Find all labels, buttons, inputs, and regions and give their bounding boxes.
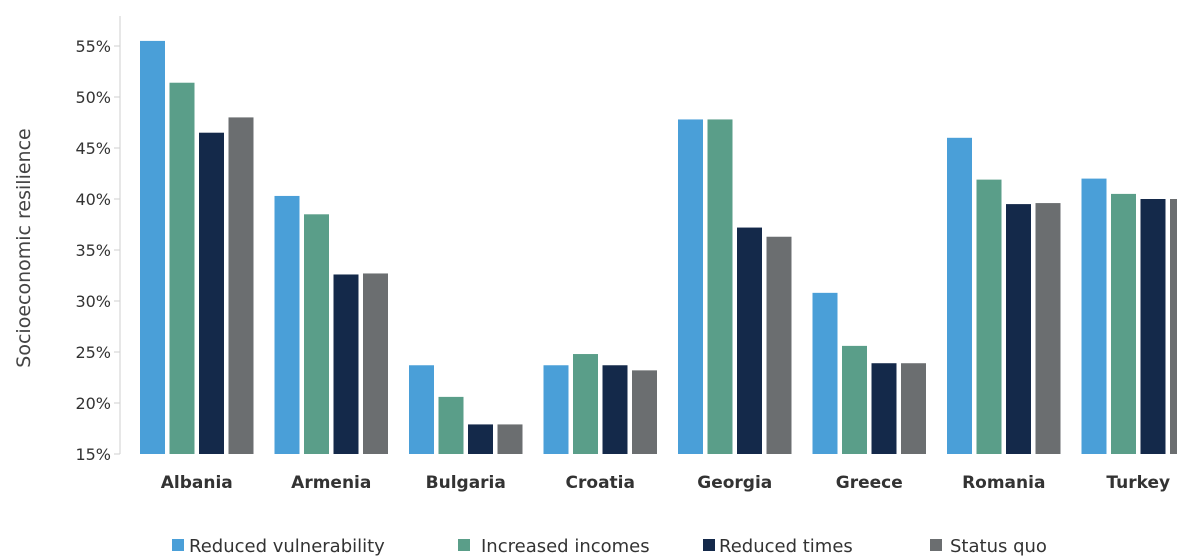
bar-bulgaria-reduced-times [468, 424, 493, 454]
y-tick-label: 40% [75, 190, 111, 209]
bar-turkey-reduced-vulnerability [1081, 178, 1107, 454]
x-tick-label: Romania [962, 473, 1045, 493]
bar-greece-increased-incomes [842, 345, 867, 454]
bar-albania-status-quo [228, 117, 254, 455]
bar-armenia-increased-incomes [304, 214, 329, 454]
bar-romania-reduced-times [1006, 204, 1031, 454]
y-axis-title: Socioeconomic resilience [13, 128, 35, 367]
x-tick-label: Bulgaria [426, 473, 506, 493]
y-tick-label: 20% [75, 394, 111, 413]
bar-croatia-status-quo [632, 370, 657, 454]
legend-swatch [930, 539, 942, 551]
y-tick-label: 15% [75, 445, 111, 464]
bar-romania-status-quo [1035, 203, 1061, 454]
legend-label: Status quo [950, 536, 1047, 557]
legend-label: Reduced vulnerability [189, 536, 385, 557]
bar-albania-increased-incomes [169, 82, 195, 454]
bar-turkey-increased-incomes [1111, 193, 1136, 454]
y-tick-label: 35% [75, 241, 111, 260]
x-tick-label: Greece [836, 473, 903, 493]
y-tick-label: 25% [75, 343, 111, 362]
bar-albania-reduced-times [199, 132, 224, 454]
bar-croatia-reduced-vulnerability [543, 365, 569, 454]
bar-armenia-reduced-vulnerability [274, 195, 300, 454]
legend-swatch [458, 539, 470, 551]
y-axis: 15% 20% 25% 30% 35% 40% 45% 50% 55% [75, 16, 121, 464]
y-tick-label: 30% [75, 292, 111, 311]
bar-albania-reduced-vulnerability [140, 40, 165, 455]
bar-romania-reduced-vulnerability [947, 137, 972, 455]
bar-greece-reduced-vulnerability [812, 292, 838, 454]
bar-bulgaria-status-quo [497, 424, 523, 454]
bars [140, 40, 1177, 455]
legend-label: Reduced times [719, 536, 853, 557]
bar-greece-status-quo [901, 363, 926, 454]
x-axis-labels: Albania Armenia Bulgaria Croatia Georgia Gree… [161, 473, 1170, 493]
bar-turkey-reduced-times [1140, 199, 1166, 454]
legend-label: Increased incomes [481, 536, 650, 557]
bar-armenia-reduced-times [333, 274, 359, 454]
x-tick-label: Georgia [697, 473, 772, 493]
y-tick-label: 55% [75, 37, 111, 56]
bar-greece-reduced-times [871, 363, 897, 454]
bar-romania-increased-incomes [976, 179, 1002, 454]
bar-bulgaria-reduced-vulnerability [409, 365, 434, 454]
bar-croatia-reduced-times [602, 365, 628, 454]
legend: Reduced vulnerability Increased incomes Re… [172, 536, 1047, 557]
bar-georgia-increased-incomes [707, 119, 733, 454]
x-tick-label: Turkey [1106, 473, 1170, 493]
x-tick-label: Albania [161, 473, 233, 493]
bar-georgia-status-quo [766, 236, 792, 454]
bar-georgia-reduced-times [737, 227, 762, 454]
y-tick-label: 50% [75, 88, 111, 107]
bar-armenia-status-quo [363, 273, 388, 454]
x-tick-label: Croatia [566, 473, 635, 493]
y-tick-label: 45% [75, 139, 111, 158]
x-tick-label: Armenia [291, 473, 371, 493]
bar-turkey-status-quo [1170, 199, 1177, 454]
legend-swatch [703, 539, 715, 551]
legend-swatch [172, 539, 184, 551]
bar-croatia-increased-incomes [573, 354, 598, 454]
bar-bulgaria-increased-incomes [438, 396, 464, 454]
bar-georgia-reduced-vulnerability [678, 119, 703, 454]
